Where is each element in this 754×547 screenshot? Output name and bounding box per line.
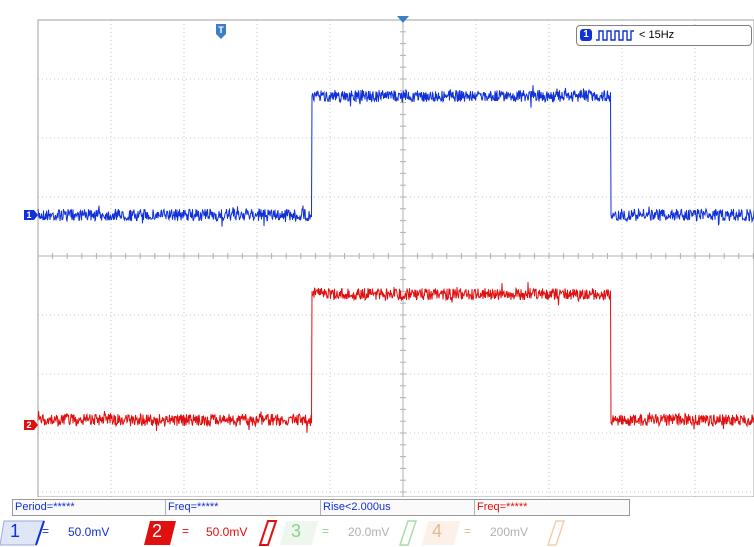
ch1-trace [37, 85, 754, 227]
channel-tab-shapes [0, 520, 566, 546]
trigger-position-marker: T [216, 24, 226, 39]
ch1-tab-edge [35, 520, 45, 546]
ch1-marker-label: 1 [26, 210, 31, 220]
measurement-divider [474, 500, 475, 515]
measurement-bar: Period=***** Freq=***** Rise<2.000us Fre… [12, 499, 630, 516]
ch2-ground-marker: 2 [24, 420, 38, 430]
trigger-marker-label: T [218, 25, 224, 35]
ch2-scale[interactable]: 50.0mV [206, 525, 248, 539]
ch3-tab [280, 521, 318, 545]
center-trigger-arrow [397, 16, 409, 23]
ch3-number[interactable]: 3 [291, 521, 302, 541]
measurement-divider [320, 500, 321, 515]
ch2-marker-label: 2 [26, 420, 31, 430]
square-wave-icon [596, 30, 634, 41]
ch2-trace [37, 282, 754, 433]
ch1-coupling-icon: = [42, 524, 50, 538]
waveform-plot: 1 2 T [24, 16, 754, 497]
ch3-scale[interactable]: 20.0mV [348, 525, 390, 539]
ch2-coupling-icon: = [182, 524, 190, 538]
measurement-freq-ch1[interactable]: Freq=***** [168, 501, 219, 513]
ch4-tab [422, 521, 460, 545]
measurement-freq-ch2[interactable]: Freq=***** [477, 501, 528, 513]
trigger-frequency-label: < 15Hz [639, 29, 675, 41]
trigger-marker-shape [216, 24, 226, 39]
ch4-scale[interactable]: 200mV [490, 525, 529, 539]
ch3-coupling-icon: = [322, 524, 330, 538]
measurement-rise[interactable]: Rise<2.000us [323, 501, 391, 513]
measurement-divider [165, 500, 166, 515]
ch2-marker-shape [24, 420, 38, 430]
ch2-tab-edge [258, 520, 278, 546]
ch1-number[interactable]: 1 [10, 521, 21, 541]
ch1-scale[interactable]: 50.0mV [68, 525, 110, 539]
channel-scale-bar: 1 = 50.0mV 2 = 50.0mV 3 = 20.0mV 4 = 200… [0, 518, 754, 547]
ch1-ground-marker: 1 [24, 210, 38, 220]
ch4-coupling-icon: = [464, 524, 472, 538]
trigger-status-box[interactable]: 1 < 15Hz [576, 25, 752, 46]
graticule-grid [37, 19, 754, 497]
plot-border [37, 19, 754, 497]
trigger-channel-badge: 1 [580, 29, 592, 41]
waveform-traces [37, 85, 754, 433]
ch2-number[interactable]: 2 [152, 521, 163, 541]
position-markers: 1 2 T [24, 16, 409, 430]
ch1-marker-shape [24, 210, 38, 220]
ch4-tab-edge [546, 520, 566, 546]
ch2-tab [144, 521, 176, 545]
measurement-period[interactable]: Period=***** [15, 501, 75, 513]
ch3-tab-edge [398, 520, 418, 546]
ch4-number[interactable]: 4 [432, 521, 443, 541]
